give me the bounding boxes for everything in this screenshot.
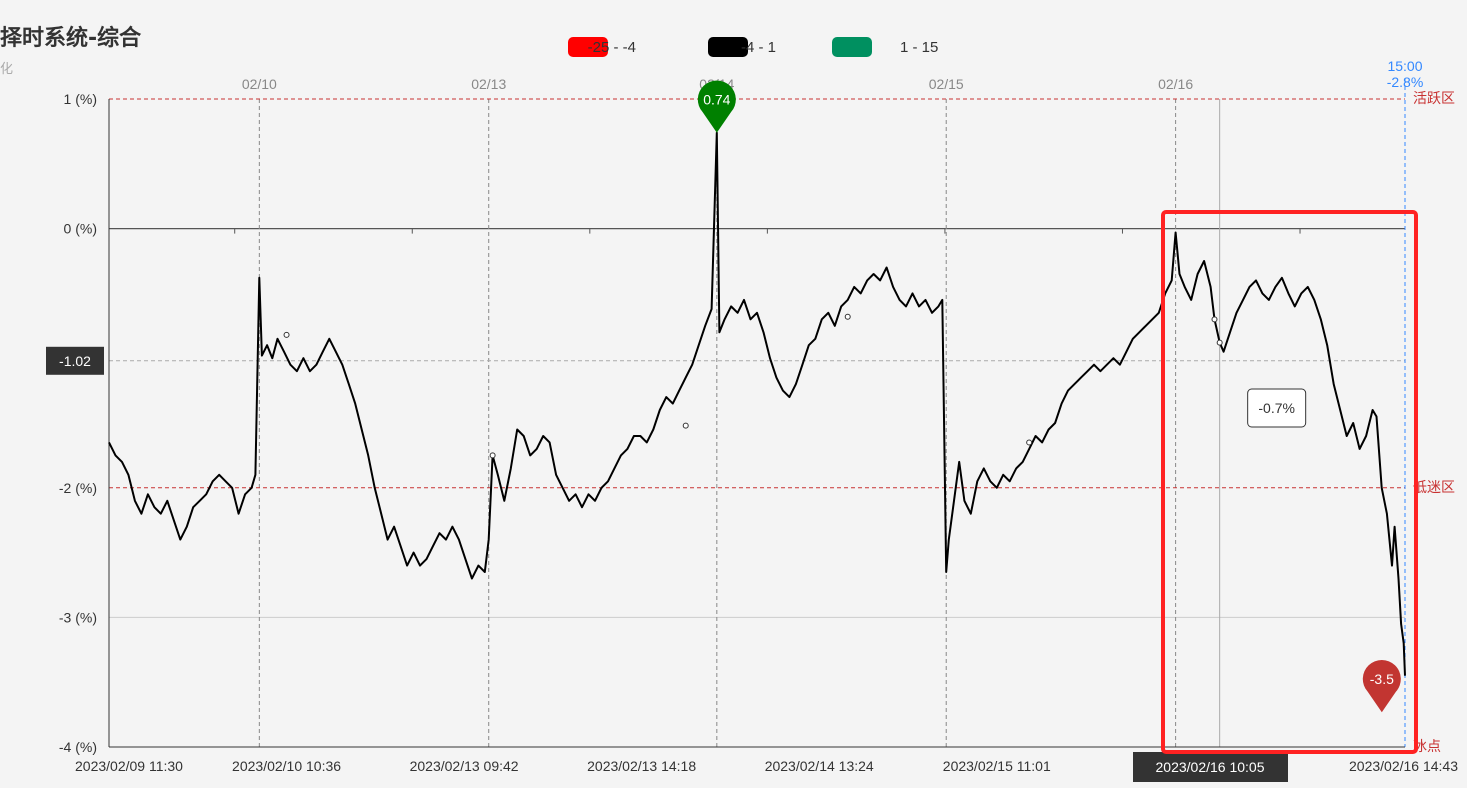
data-point: [489, 452, 496, 459]
x-day-label: 02/13: [471, 76, 506, 92]
x-day-label: 02/16: [1158, 76, 1193, 92]
legend-swatch[interactable]: [832, 37, 872, 57]
legend-label: -4 - 1: [741, 39, 776, 56]
x-bottom-label: 2023/02/09 11:30: [75, 758, 183, 774]
reference-line-label: 活跃区: [1413, 90, 1455, 106]
reference-line-label: 冰点: [1413, 738, 1441, 754]
highlight-box: [1161, 210, 1418, 754]
crosshair-y-label: -1.02: [59, 353, 91, 369]
max-marker: [697, 80, 736, 133]
y-tick-label: -2 (%): [59, 480, 97, 496]
legend-swatch[interactable]: [708, 37, 748, 57]
y-tick-label: 1 (%): [64, 91, 97, 107]
x-bottom-label: 2023/02/14 13:24: [765, 758, 874, 774]
x-bottom-label: 2023/02/15 11:01: [943, 758, 1051, 774]
hover-tooltip: [1247, 388, 1307, 428]
legend-label: 1 - 15: [900, 39, 938, 56]
last-value-time: 15:00: [1387, 58, 1422, 74]
data-point: [682, 422, 689, 429]
x-bottom-label: 2023/02/13 14:18: [587, 758, 696, 774]
chart-title: 择时系统-综合: [0, 26, 142, 51]
data-point: [1026, 439, 1033, 446]
legend[interactable]: -25 - -4 -4 - 1 1 - 15: [568, 37, 938, 57]
crosshair-x-label-bg: [1133, 752, 1288, 782]
x-day-label: 02/10: [242, 76, 277, 92]
y-tick-label: -3 (%): [59, 609, 97, 625]
max-marker-label: 0.74: [703, 92, 730, 108]
y-tick-label: -4 (%): [59, 739, 97, 755]
x-day-label: 02/15: [929, 76, 964, 92]
data-point: [283, 331, 290, 338]
hover-tooltip-label: -0.7%: [1258, 400, 1295, 416]
legend-label: -25 - -4: [588, 39, 636, 56]
min-marker: [1362, 659, 1401, 713]
chart-subtitle: 化: [0, 62, 14, 77]
min-marker-label: -3.5: [1370, 671, 1394, 687]
annotation-layer: -1.02 2023/02/16 10:05 15:00-2.8% -0.7% 0.74…: [46, 58, 1423, 782]
last-value-change: -2.8%: [1387, 74, 1424, 90]
x-bottom-label: 2023/02/10 10:36: [232, 758, 341, 774]
series-line: [108, 131, 1406, 676]
x-bottom-label: 2023/02/13 09:42: [410, 758, 519, 774]
data-point: [844, 313, 851, 320]
reference-line-label: 低迷区: [1413, 479, 1455, 495]
series-layer: [108, 131, 1406, 676]
data-point: [1211, 316, 1218, 323]
crosshair-y-label-bg: [46, 346, 104, 375]
grid-layer: [109, 79, 1406, 748]
crosshair-x-label: 2023/02/16 10:05: [1156, 759, 1265, 775]
data-point: [1216, 339, 1223, 346]
x-bottom-label: 2023/02/16 14:43: [1349, 758, 1458, 774]
legend-swatch[interactable]: [568, 37, 608, 57]
y-tick-label: 0 (%): [64, 221, 97, 237]
